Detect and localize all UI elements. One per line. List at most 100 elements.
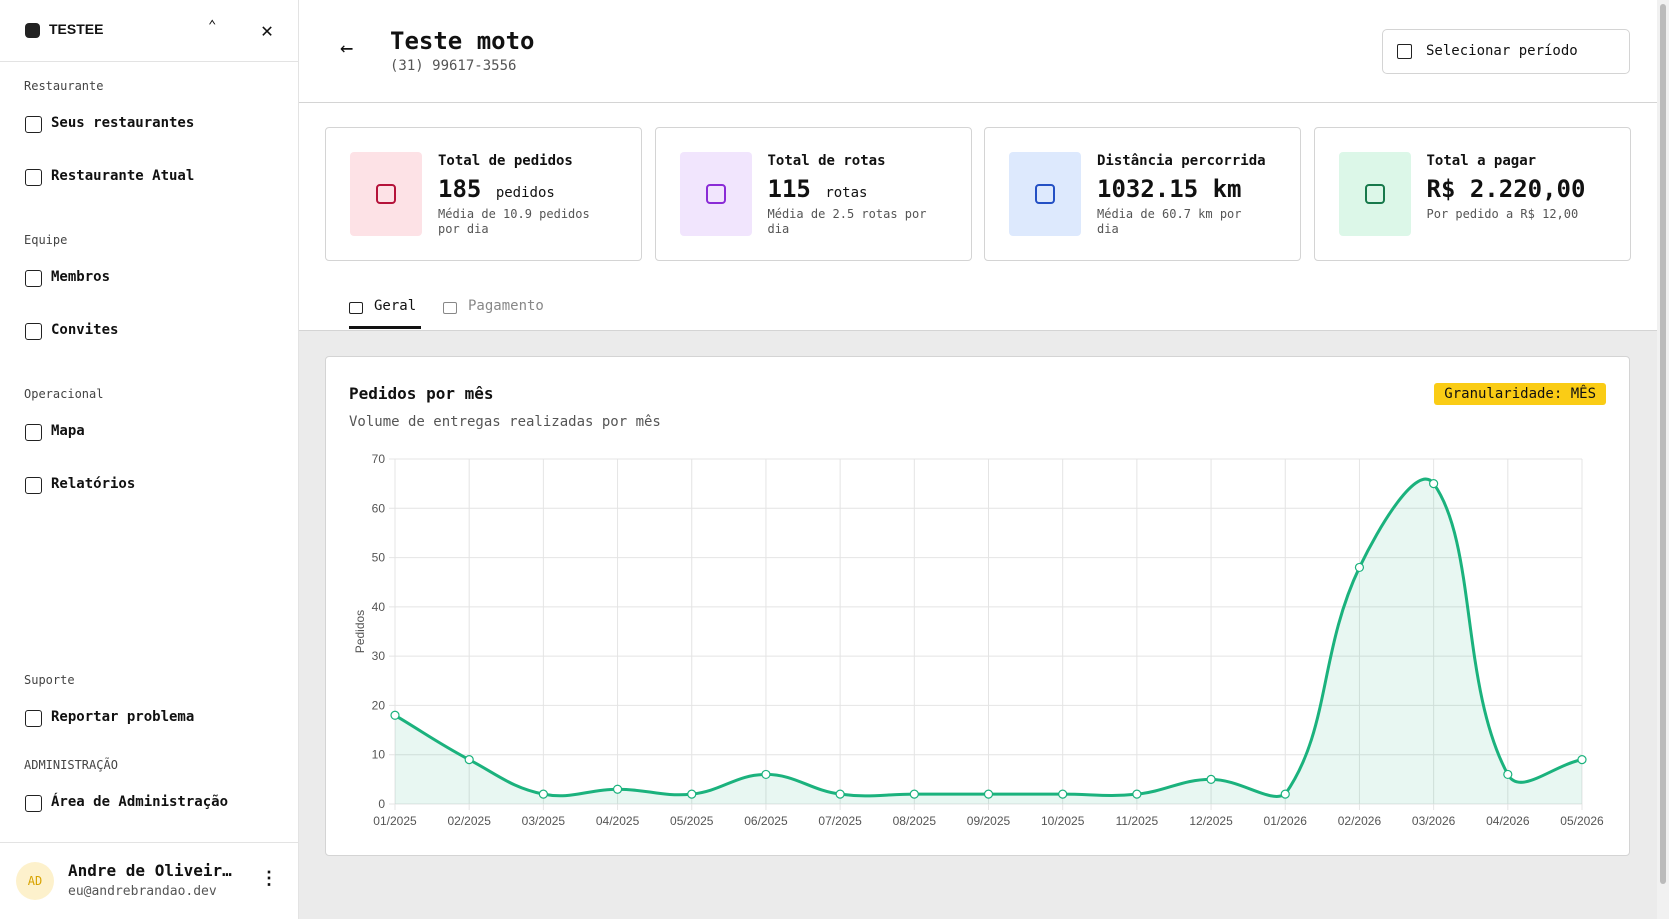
stat-icon: [1338, 152, 1411, 236]
stat-value: R$ 2.220,00: [1427, 175, 1586, 203]
stat-label: Total de rotas: [767, 153, 886, 169]
period-button[interactable]: Selecionar período: [1382, 29, 1630, 74]
period-label: Selecionar período: [1426, 43, 1578, 59]
point: [1354, 562, 1365, 573]
nav-icon: [25, 169, 42, 186]
y-tick-label: 40: [372, 600, 386, 614]
stat-card: Distância percorrida 1032.15 km Média de 6…: [984, 127, 1301, 261]
point: [687, 789, 697, 799]
point: [909, 789, 919, 799]
nav-item[interactable]: Mapa: [51, 423, 85, 439]
scrollbar: [1657, 0, 1669, 919]
chart-title: Pedidos por mês: [349, 384, 494, 403]
tab-underline: [349, 326, 421, 329]
y-tick-label: 50: [372, 551, 386, 565]
stat-unit: pedidos: [495, 185, 555, 201]
x-tick-label: 11/2025: [1116, 814, 1159, 828]
x-tick-label: 02/2026: [1338, 814, 1382, 828]
x-tick-label: 02/2025: [447, 814, 491, 828]
nav-icon: [25, 710, 42, 727]
nav-icon: [25, 424, 42, 441]
header-border: [299, 102, 1657, 103]
tab[interactable]: Geral: [374, 298, 417, 314]
workspace-name[interactable]: TESTEE: [49, 21, 104, 37]
point: [1429, 479, 1439, 489]
nav-item[interactable]: Seus restaurantes: [51, 115, 195, 131]
x-tick-label: 05/2026: [1560, 814, 1604, 828]
stat-glyph: [1364, 184, 1385, 204]
nav-icon: [25, 116, 42, 133]
stat-number: 185: [438, 175, 482, 203]
section-title: ADMINISTRAÇÃO: [24, 758, 118, 772]
stat-note: Média de 10.9 pedidos por dia: [438, 207, 590, 236]
sidebar: TESTEE ⌃ ✕ Restaurante Seus restaurantes R…: [0, 0, 299, 919]
switch-icon[interactable]: ⌃: [208, 18, 217, 34]
stat-label: Total de pedidos: [438, 153, 573, 169]
user-name: Andre de Oliveir…: [68, 861, 232, 880]
point: [538, 789, 548, 799]
y-tick-label: 60: [372, 501, 386, 515]
divider: [0, 61, 298, 62]
nav-item[interactable]: Convites: [51, 322, 119, 338]
point: [612, 784, 623, 794]
nav-item[interactable]: Restaurante Atual: [51, 168, 195, 184]
section-title: Equipe: [24, 233, 68, 247]
divider: [0, 842, 298, 843]
stat-value: 185 pedidos: [438, 175, 555, 203]
stat-value: 115 rotas: [768, 175, 868, 203]
tab-icon: [443, 302, 457, 314]
workspace-logo: [25, 23, 40, 38]
y-tick-label: 30: [372, 649, 386, 663]
x-tick-label: 04/2025: [596, 814, 640, 828]
x-tick-label: 08/2025: [893, 814, 937, 828]
point: [464, 755, 474, 765]
tab-icon: [349, 302, 363, 314]
y-tick-label: 0: [378, 797, 385, 811]
chart-subtitle: Volume de entregas realizadas por mês: [349, 414, 661, 430]
point: [1280, 789, 1290, 799]
point: [983, 789, 994, 799]
stat-glyph: [705, 184, 726, 204]
tabs-border: [299, 330, 1657, 331]
stat-icon: [1009, 152, 1081, 236]
nav-item[interactable]: Área de Administração: [51, 794, 229, 810]
tab[interactable]: Pagamento: [468, 298, 544, 314]
nav-item[interactable]: Reportar problema: [51, 709, 195, 725]
avatar: AD: [16, 862, 54, 900]
x-tick-label: 04/2026: [1486, 814, 1530, 828]
nav-icon: [25, 795, 42, 812]
stat-card: Total de pedidos 185 pedidos Média de 10.9…: [325, 127, 642, 261]
x-tick-label: 10/2025: [1041, 814, 1085, 828]
stat-note: Média de 60.7 km por dia: [1097, 207, 1242, 236]
nav-item[interactable]: Membros: [51, 269, 111, 285]
nav-icon: [25, 270, 42, 287]
section-title: Restaurante: [24, 79, 104, 93]
point: [390, 710, 400, 720]
phone: (31) 99617-3556: [390, 58, 517, 74]
page-title: Teste moto: [390, 27, 535, 55]
y-axis-label: Pedidos: [353, 610, 367, 653]
x-tick-label: 09/2025: [967, 814, 1011, 828]
x-tick-label: 06/2025: [744, 814, 788, 828]
x-tick-label: 05/2025: [670, 814, 714, 828]
close-icon[interactable]: ✕: [261, 18, 274, 42]
calendar-icon: [1397, 44, 1412, 59]
stat-card: Total a pagar R$ 2.220,00 Por pedido a R$ …: [1313, 127, 1631, 261]
nav-item[interactable]: Relatórios: [51, 476, 136, 492]
point: [1206, 774, 1216, 784]
user-menu[interactable]: ⋮: [260, 868, 278, 889]
stat-glyph: [376, 184, 396, 204]
point: [761, 769, 771, 780]
section-title: Suporte: [24, 673, 75, 687]
area: [395, 479, 1582, 804]
back-button[interactable]: ←: [340, 36, 354, 61]
stat-note: Por pedido a R$ 12,00: [1426, 207, 1579, 221]
point: [1132, 789, 1142, 799]
stat-number: R$ 2.220,00: [1426, 175, 1586, 203]
x-tick-label: 01/2025: [373, 814, 417, 828]
main: ← Teste moto (31) 99617-3556 Selecionar …: [299, 0, 1657, 919]
stat-number: 115: [767, 175, 811, 203]
user-email: eu@andrebrandao.dev: [68, 884, 217, 899]
point: [1058, 789, 1068, 799]
